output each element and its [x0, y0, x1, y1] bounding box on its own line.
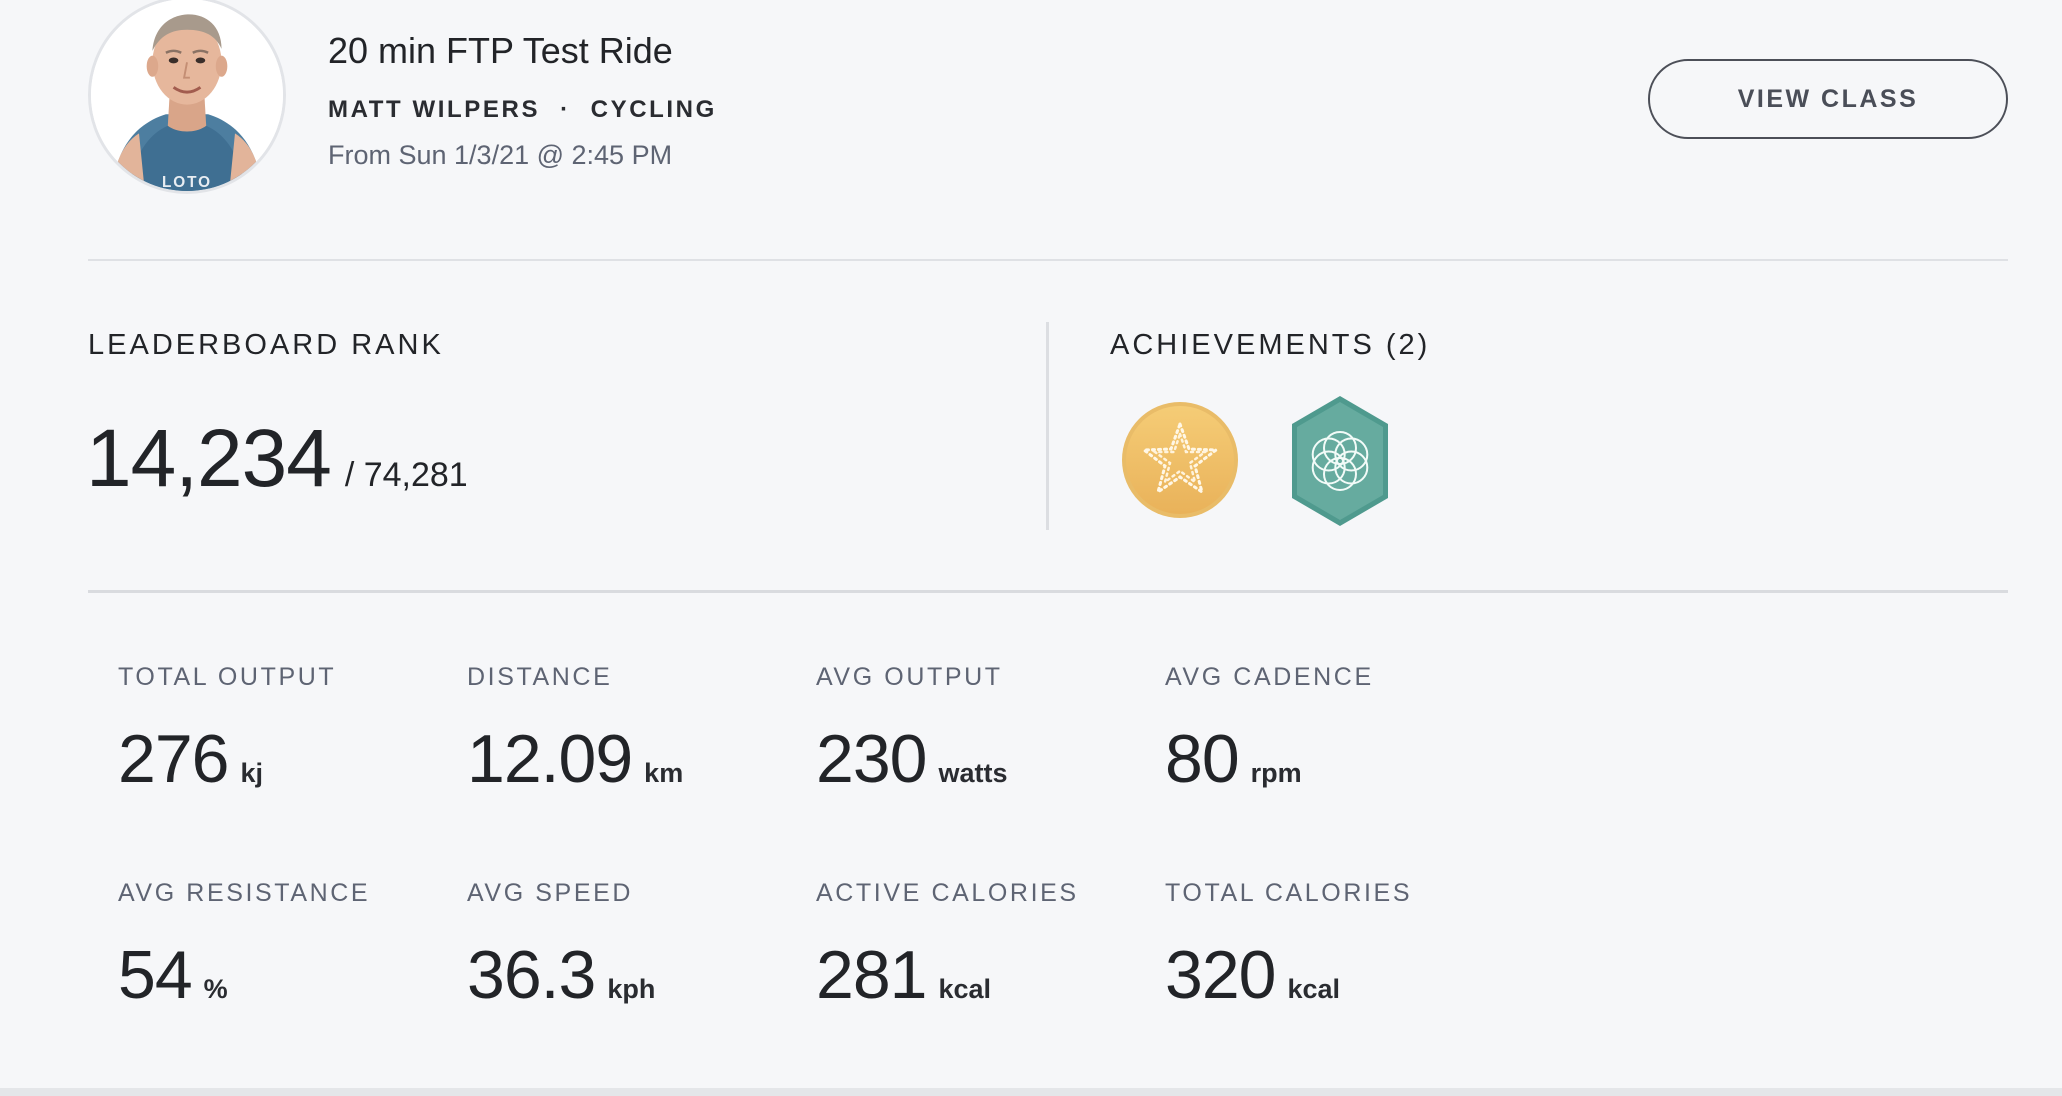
stat-unit: km [644, 758, 684, 788]
stat-label: AVG RESISTANCE [118, 879, 371, 907]
stat-total-output: TOTAL OUTPUT 276 kj [118, 663, 336, 798]
stat-value: 12.09 [467, 721, 633, 797]
teal-flower-badge-icon[interactable] [1288, 394, 1392, 528]
stat-label: TOTAL OUTPUT [118, 663, 337, 691]
stat-unit: kph [607, 974, 656, 1004]
stat-value: 281 [816, 937, 927, 1013]
leaderboard-rank-value: 14,234 / 74,281 [86, 412, 468, 506]
stat-distance: DISTANCE 12.09 km [467, 663, 683, 798]
stat-label: TOTAL CALORIES [1165, 879, 1413, 907]
instructor-portrait-icon: LOTO [91, 0, 283, 191]
bottom-edge [0, 1088, 2062, 1096]
stat-active-calories: ACTIVE CALORIES 281 kcal [816, 879, 1079, 1014]
stat-avg-resistance: AVG RESISTANCE 54 % [118, 879, 370, 1014]
header-divider [88, 259, 2008, 261]
instructor-avatar: LOTO [88, 0, 286, 194]
class-date: From Sun 1/3/21 @ 2:45 PM [328, 140, 673, 170]
section-vertical-divider [1046, 322, 1049, 530]
stat-value: 54 [118, 937, 193, 1013]
rank-number: 14,234 [86, 413, 332, 504]
stat-unit: watts [938, 758, 1008, 788]
stat-value: 276 [118, 721, 229, 797]
stat-unit: rpm [1250, 758, 1302, 788]
instructor-name[interactable]: MATT WILPERS [328, 96, 541, 123]
stat-label: DISTANCE [467, 663, 613, 691]
stat-label: ACTIVE CALORIES [816, 879, 1079, 907]
stat-value: 320 [1165, 937, 1276, 1013]
class-discipline: CYCLING [590, 96, 717, 123]
stat-unit: kcal [1287, 974, 1341, 1004]
stat-value: 36.3 [467, 937, 596, 1013]
class-title: 20 min FTP Test Ride [328, 30, 673, 71]
stat-avg-output: AVG OUTPUT 230 watts [816, 663, 1008, 798]
view-class-button[interactable]: VIEW CLASS [1648, 59, 2008, 139]
stat-unit: kcal [938, 974, 992, 1004]
stat-unit: kj [240, 758, 263, 788]
stat-avg-cadence: AVG CADENCE 80 rpm [1165, 663, 1374, 798]
stat-label: AVG OUTPUT [816, 663, 1003, 691]
avatar-shirt-text: LOTO [162, 174, 212, 191]
gold-star-badge-icon[interactable] [1120, 400, 1240, 520]
rank-total: / 74,281 [344, 456, 468, 494]
class-meta: MATT WILPERS · CYCLING [328, 96, 717, 124]
stat-value: 230 [816, 721, 927, 797]
stat-value: 80 [1165, 721, 1240, 797]
stat-avg-speed: AVG SPEED 36.3 kph [467, 879, 655, 1014]
meta-separator: · [560, 96, 571, 123]
stat-label: AVG SPEED [467, 879, 634, 907]
stat-unit: % [203, 974, 228, 1004]
stat-label: AVG CADENCE [1165, 663, 1374, 691]
stat-total-calories: TOTAL CALORIES 320 kcal [1165, 879, 1412, 1014]
achievements-label: ACHIEVEMENTS (2) [1110, 329, 1431, 361]
leaderboard-rank-label: LEADERBOARD RANK [88, 329, 444, 361]
stats-divider [88, 590, 2008, 593]
